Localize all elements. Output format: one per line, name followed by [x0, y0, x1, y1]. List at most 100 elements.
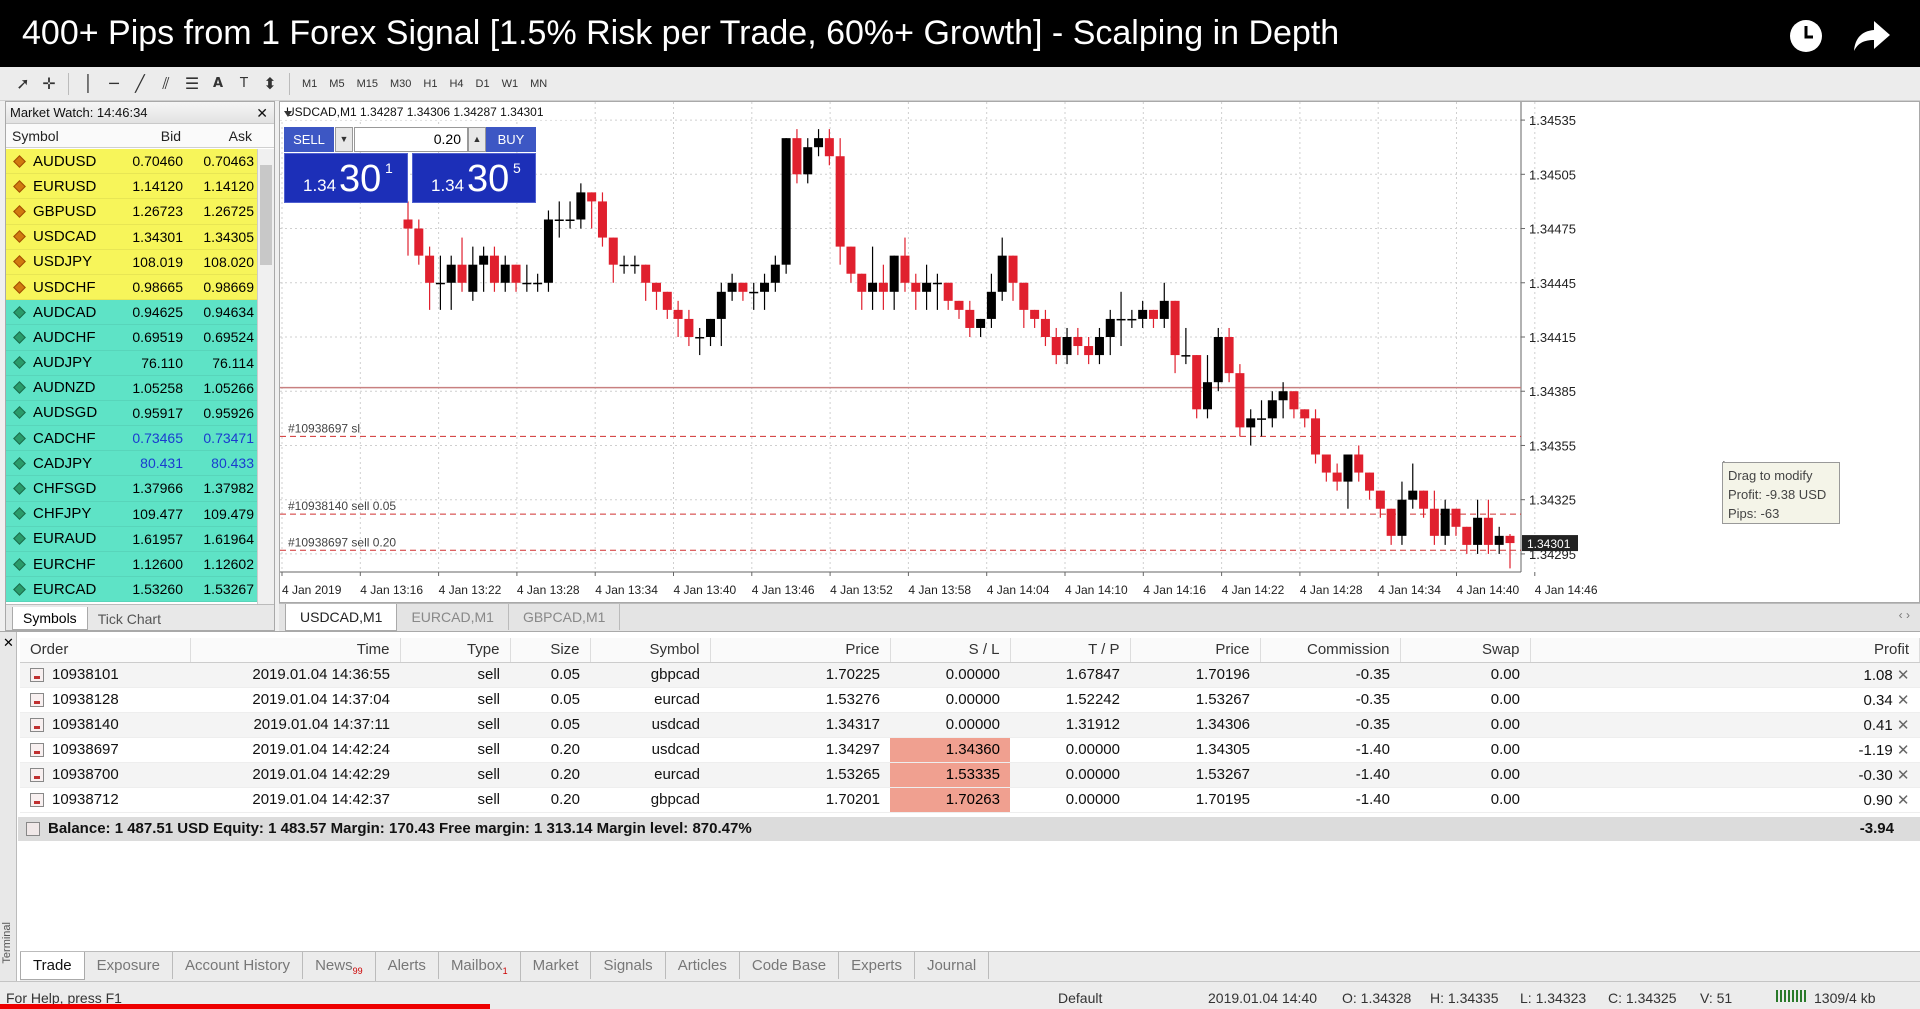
- column-symbol[interactable]: Symbol: [12, 128, 59, 144]
- market-watch-row[interactable]: USDCAD 1.34301 1.34305: [6, 224, 258, 250]
- column-bid[interactable]: Bid: [160, 128, 181, 144]
- lot-size-input[interactable]: 0.20: [354, 127, 468, 152]
- channel-icon[interactable]: ⫽: [162, 73, 170, 93]
- terminal-tab-journal[interactable]: Journal: [915, 952, 990, 979]
- market-watch-row[interactable]: AUDNZD 1.05258 1.05266: [6, 375, 258, 401]
- close-order-icon[interactable]: ✕: [1892, 766, 1910, 784]
- terminal-tab-articles[interactable]: Articles: [666, 952, 740, 979]
- orders-column-header[interactable]: Profit: [1530, 638, 1920, 663]
- share-icon[interactable]: [1852, 18, 1892, 54]
- shapes-icon[interactable]: ⬍: [263, 74, 277, 93]
- clock-icon[interactable]: [1786, 18, 1826, 54]
- terminal-tab-mailbox[interactable]: Mailbox1: [439, 952, 521, 981]
- timeframe-d1-button[interactable]: D1: [475, 77, 490, 90]
- market-watch-row[interactable]: CHFSGD 1.37966 1.37982: [6, 476, 258, 502]
- timeframe-m1-button[interactable]: M1: [302, 77, 318, 90]
- market-watch-row[interactable]: USDCHF 0.98665 0.98669: [6, 274, 258, 301]
- timeframe-mn-button[interactable]: MN: [530, 77, 548, 90]
- close-icon[interactable]: ✕: [256, 105, 268, 121]
- close-order-icon[interactable]: ✕: [1892, 666, 1910, 684]
- market-watch-row[interactable]: EURCAD 1.53260 1.53267: [6, 577, 258, 603]
- close-order-icon[interactable]: ✕: [1892, 691, 1910, 709]
- terminal-tab-news[interactable]: News99: [303, 952, 376, 981]
- close-order-icon[interactable]: ✕: [1892, 741, 1910, 759]
- market-watch-row[interactable]: AUDSGD 0.95917 0.95926: [6, 400, 258, 427]
- chart-tab[interactable]: GBPCAD,M1: [509, 604, 621, 630]
- video-progress-bar[interactable]: [0, 1004, 490, 1009]
- sell-price-display[interactable]: 1.34 30 1: [284, 153, 408, 203]
- terminal-tab-alerts[interactable]: Alerts: [376, 952, 439, 979]
- order-sell-icon: [30, 793, 44, 808]
- market-watch-row[interactable]: AUDJPY 76.110 76.114: [6, 350, 258, 376]
- terminal-tab-trade[interactable]: Trade: [20, 952, 85, 980]
- timeframe-w1-button[interactable]: W1: [501, 77, 519, 90]
- order-row[interactable]: 10938712 2019.01.04 14:42:37 sell 0.20 gbpca…: [20, 787, 1920, 813]
- timeframe-m15-button[interactable]: M15: [356, 77, 378, 90]
- price-chart[interactable]: 1.34535 1.34505 1.34475 1.34445 1.34415 1.343…: [279, 101, 1920, 603]
- market-watch-row[interactable]: EURAUD 1.61957 1.61964: [6, 526, 258, 552]
- terminal-tab-code-base[interactable]: Code Base: [740, 952, 840, 979]
- market-watch-row[interactable]: AUDUSD 0.70460 0.70463: [6, 149, 258, 175]
- market-watch-row[interactable]: USDJPY 108.019 108.020: [6, 249, 258, 275]
- order-row[interactable]: 10938700 2019.01.04 14:42:29 sell 0.20 eurca…: [20, 762, 1920, 788]
- vertical-line-icon[interactable]: │: [83, 74, 93, 93]
- timeframe-m5-button[interactable]: M5: [329, 77, 345, 90]
- cursor-icon[interactable]: ➚: [16, 74, 30, 93]
- candle: [1235, 364, 1245, 437]
- order-row[interactable]: 10938101 2019.01.04 14:36:55 sell 0.05 gbpca…: [20, 662, 1920, 688]
- orders-column-header[interactable]: S / L: [890, 638, 1011, 663]
- sell-button[interactable]: SELL: [284, 127, 334, 152]
- order-cell-cur: 1.53267: [1130, 687, 1260, 713]
- chart-tab[interactable]: EURCAD,M1: [397, 604, 509, 630]
- terminal-tab-account-history[interactable]: Account History: [173, 952, 304, 979]
- market-watch-row[interactable]: AUDCAD 0.94625 0.94634: [6, 300, 258, 326]
- lot-decrease-button[interactable]: ▼: [335, 127, 353, 152]
- terminal-tab-exposure[interactable]: Exposure: [85, 952, 174, 979]
- horizontal-line-icon[interactable]: ─: [109, 74, 119, 93]
- lot-increase-button[interactable]: ▲: [468, 127, 486, 152]
- market-watch-row[interactable]: CADJPY 80.431 80.433: [6, 451, 258, 477]
- orders-column-header[interactable]: Type: [400, 638, 511, 663]
- terminal-tab-market[interactable]: Market: [521, 952, 592, 979]
- scrollbar-thumb[interactable]: [260, 165, 272, 265]
- market-watch-scrollbar[interactable]: [257, 149, 274, 605]
- fibonacci-icon[interactable]: ☰: [184, 74, 200, 93]
- orders-column-header[interactable]: Swap: [1400, 638, 1531, 663]
- market-watch-tab-symbols[interactable]: Symbols: [12, 607, 88, 630]
- orders-column-header[interactable]: T / P: [1010, 638, 1131, 663]
- orders-column-header[interactable]: Time: [190, 638, 401, 663]
- crosshair-icon[interactable]: ✛: [42, 74, 56, 93]
- chart-tab[interactable]: USDCAD,M1: [285, 604, 398, 631]
- market-watch-row[interactable]: EURCHF 1.12600 1.12602: [6, 552, 258, 578]
- orders-column-header[interactable]: Commission: [1260, 638, 1401, 663]
- trendline-icon[interactable]: ╱: [135, 74, 145, 93]
- order-row[interactable]: 10938128 2019.01.04 14:37:04 sell 0.05 eurca…: [20, 687, 1920, 713]
- market-watch-row[interactable]: GBPUSD 1.26723 1.26725: [6, 199, 258, 225]
- order-row[interactable]: 10938697 2019.01.04 14:42:24 sell 0.20 usdca…: [20, 737, 1920, 763]
- close-order-icon[interactable]: ✕: [1892, 791, 1910, 809]
- column-ask[interactable]: Ask: [228, 128, 252, 144]
- orders-column-header[interactable]: Size: [510, 638, 591, 663]
- market-watch-row[interactable]: AUDCHF 0.69519 0.69524: [6, 325, 258, 351]
- timeframe-m30-button[interactable]: M30: [389, 77, 412, 90]
- timeframe-h4-button[interactable]: H4: [449, 77, 464, 90]
- orders-column-header[interactable]: Price: [1130, 638, 1261, 663]
- chart-tab-scroll-icon[interactable]: ‹ ›: [1898, 608, 1910, 622]
- market-watch-tab-tick-chart[interactable]: Tick Chart: [97, 611, 161, 627]
- market-watch-row[interactable]: CADCHF 0.73465 0.73471: [6, 426, 258, 452]
- terminal-tab-signals[interactable]: Signals: [591, 952, 666, 979]
- timeframe-h1-button[interactable]: H1: [423, 77, 438, 90]
- orders-column-header[interactable]: Price: [710, 638, 891, 663]
- market-watch-row[interactable]: EURUSD 1.14120 1.14120: [6, 174, 258, 200]
- text-icon[interactable]: A: [212, 76, 224, 91]
- close-icon[interactable]: ✕: [3, 635, 14, 650]
- text-label-icon[interactable]: T: [240, 76, 248, 91]
- market-watch-row[interactable]: CHFJPY 109.477 109.479: [6, 501, 258, 527]
- order-row[interactable]: 10938140 2019.01.04 14:37:11 sell 0.05 usdca…: [20, 712, 1920, 738]
- buy-price-display[interactable]: 1.34 30 5: [412, 153, 536, 203]
- orders-column-header[interactable]: Order: [20, 638, 191, 663]
- close-order-icon[interactable]: ✕: [1892, 716, 1910, 734]
- terminal-tab-experts[interactable]: Experts: [839, 952, 915, 979]
- buy-button[interactable]: BUY: [486, 127, 536, 152]
- orders-column-header[interactable]: Symbol: [590, 638, 711, 663]
